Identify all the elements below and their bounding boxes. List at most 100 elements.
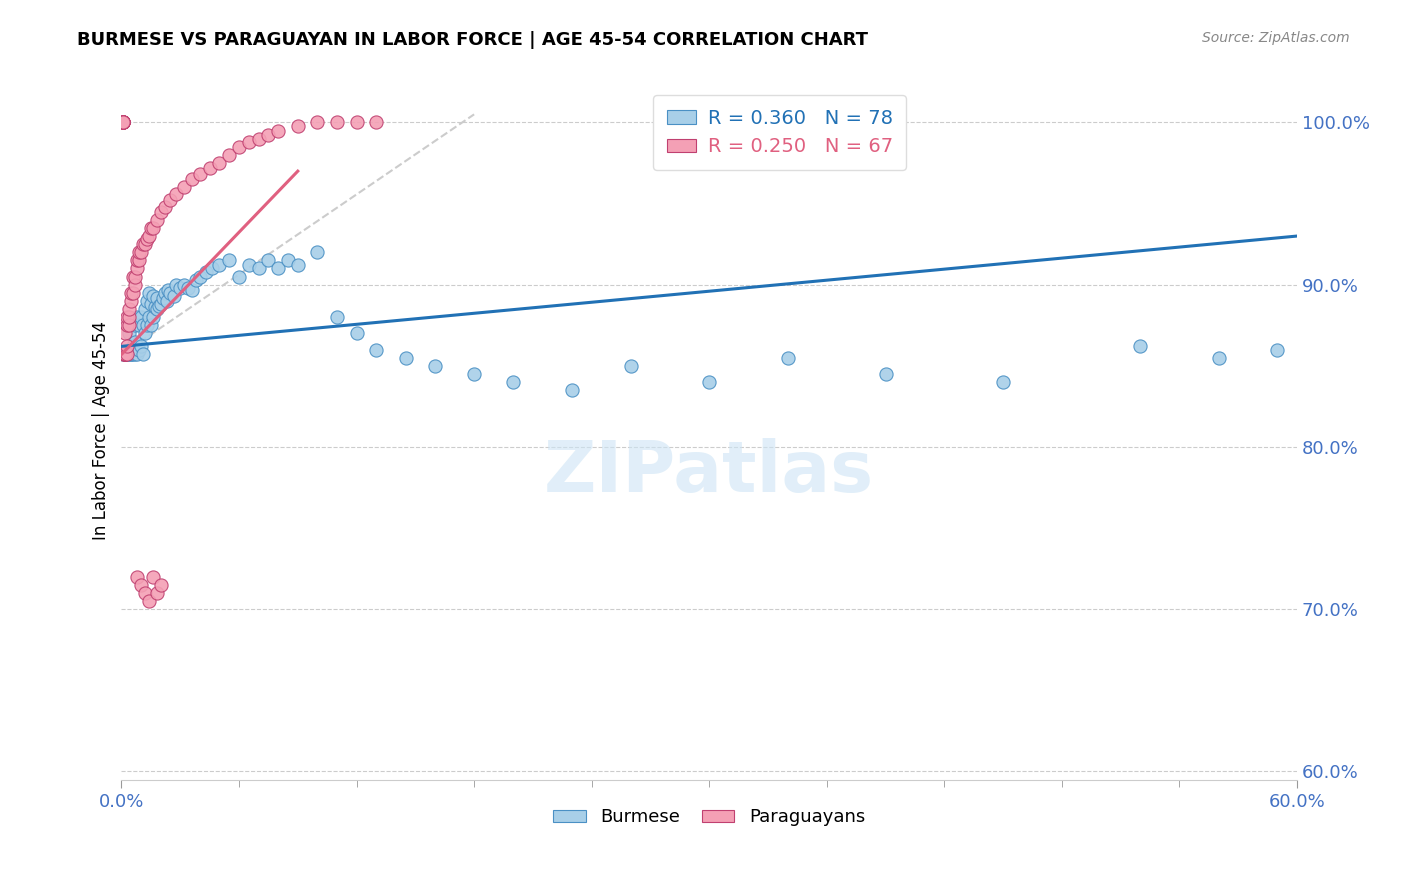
Point [128, 253, 150, 268]
Point [326, 310, 349, 325]
Point [127, 347, 149, 361]
Point [112, 115, 135, 129]
Point [169, 281, 191, 295]
Point [502, 375, 524, 389]
Point [127, 253, 149, 268]
Point [114, 326, 136, 341]
Point [181, 283, 204, 297]
Point [122, 285, 145, 300]
Point [208, 156, 231, 170]
Point [112, 115, 135, 129]
Point [287, 258, 309, 272]
Point [112, 115, 135, 129]
Point [112, 347, 135, 361]
Point [198, 161, 221, 175]
Point [129, 245, 152, 260]
Point [127, 570, 149, 584]
Text: Source: ZipAtlas.com: Source: ZipAtlas.com [1202, 31, 1350, 45]
Point [145, 291, 167, 305]
Point [159, 285, 181, 300]
Point [138, 594, 160, 608]
Point [463, 367, 485, 381]
Point [776, 351, 799, 365]
Point [117, 318, 139, 333]
Point [697, 375, 720, 389]
Point [124, 269, 146, 284]
Point [118, 318, 141, 333]
Point [112, 115, 135, 129]
Point [247, 261, 270, 276]
Point [135, 232, 157, 246]
Point [117, 310, 139, 325]
Point [153, 200, 176, 214]
Point [366, 115, 388, 129]
Point [238, 258, 260, 272]
Point [112, 347, 135, 361]
Point [124, 347, 146, 361]
Point [134, 301, 156, 316]
Point [117, 339, 139, 353]
Point [128, 343, 150, 357]
Point [117, 347, 139, 361]
Point [218, 253, 240, 268]
Point [142, 310, 165, 325]
Point [157, 283, 180, 297]
Point [120, 347, 142, 361]
Point [1129, 339, 1152, 353]
Point [991, 375, 1014, 389]
Point [326, 115, 349, 129]
Point [138, 285, 160, 300]
Text: ZIPatlas: ZIPatlas [544, 438, 875, 508]
Point [267, 123, 290, 137]
Point [112, 115, 135, 129]
Point [114, 347, 136, 361]
Point [228, 269, 250, 284]
Point [132, 237, 155, 252]
Point [132, 347, 155, 361]
Y-axis label: In Labor Force | Age 45-54: In Labor Force | Age 45-54 [93, 321, 110, 541]
Point [1267, 343, 1289, 357]
Point [188, 168, 211, 182]
Point [173, 277, 195, 292]
Point [247, 131, 270, 145]
Point [118, 301, 141, 316]
Point [120, 293, 142, 308]
Point [138, 229, 160, 244]
Point [138, 310, 160, 325]
Point [257, 128, 280, 143]
Point [200, 261, 222, 276]
Point [148, 299, 170, 313]
Point [134, 237, 156, 252]
Point [165, 186, 187, 201]
Point [128, 318, 150, 333]
Point [112, 115, 135, 129]
Point [142, 289, 165, 303]
Point [128, 245, 150, 260]
Point [287, 119, 309, 133]
Point [139, 221, 162, 235]
Point [132, 318, 155, 333]
Point [142, 221, 165, 235]
Point [155, 293, 177, 308]
Point [163, 289, 186, 303]
Point [118, 347, 141, 361]
Point [117, 347, 139, 361]
Point [875, 367, 897, 381]
Point [134, 586, 156, 600]
Point [152, 291, 174, 305]
Point [184, 273, 207, 287]
Point [143, 301, 166, 315]
Point [135, 293, 157, 308]
Text: BURMESE VS PARAGUAYAN IN LABOR FORCE | AGE 45-54 CORRELATION CHART: BURMESE VS PARAGUAYAN IN LABOR FORCE | A… [77, 31, 869, 49]
Point [165, 277, 187, 292]
Point [134, 326, 156, 341]
Point [139, 297, 162, 311]
Point [139, 318, 162, 333]
Point [307, 245, 329, 260]
Point [177, 281, 200, 295]
Point [159, 194, 181, 208]
Point [145, 301, 167, 316]
Point [129, 310, 152, 325]
Point [277, 253, 299, 268]
Point [120, 347, 142, 361]
